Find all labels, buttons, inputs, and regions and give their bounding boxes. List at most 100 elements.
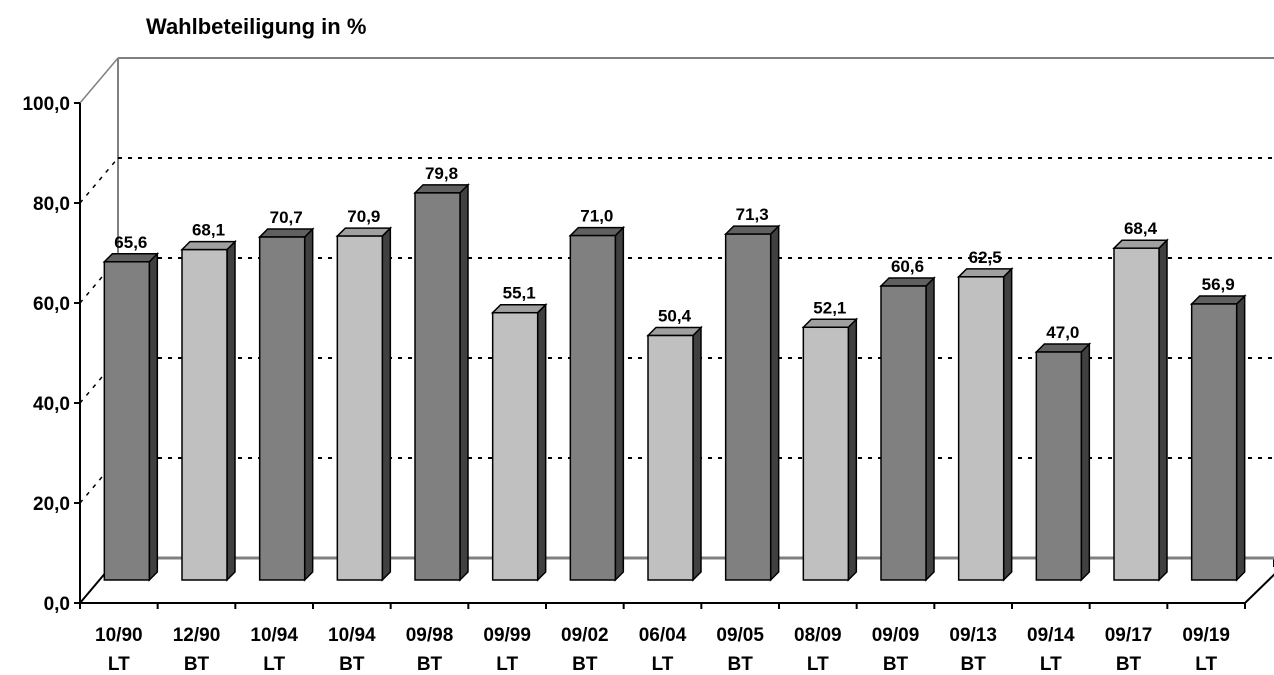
y-tick-label: 40,0 — [33, 394, 70, 415]
bar — [491, 311, 539, 581]
data-label: 68,1 — [192, 221, 225, 240]
bar — [103, 261, 151, 581]
bar-top — [257, 228, 315, 238]
x-tick-label: BT — [883, 654, 909, 675]
x-tick-label: BT — [572, 654, 598, 675]
bar-side — [1002, 267, 1013, 582]
x-tick-label: LT — [263, 654, 285, 675]
x-tick-label: LT — [108, 654, 130, 675]
bar — [181, 248, 228, 581]
data-label: 71,0 — [580, 207, 613, 226]
x-tick-label: 10/90 — [95, 625, 143, 646]
x-tick-label: BT — [1116, 654, 1142, 675]
x-tick-label: LT — [807, 654, 829, 675]
bar — [414, 192, 461, 581]
bar — [336, 235, 384, 581]
data-label: 52,1 — [813, 298, 846, 317]
y-tick-label: 20,0 — [33, 494, 70, 515]
x-tick-label: 09/14 — [1027, 625, 1075, 646]
data-label: 70,9 — [347, 207, 380, 226]
x-tick-label: 10/94 — [328, 625, 376, 646]
y-tick-label: 60,0 — [33, 294, 70, 315]
bar-side — [847, 317, 858, 582]
bar — [957, 276, 1005, 581]
data-label: 68,4 — [1124, 219, 1158, 238]
bar — [1035, 351, 1083, 581]
gridline-diagonal — [79, 157, 119, 204]
bar — [1113, 247, 1160, 581]
bar-top — [723, 225, 781, 235]
bar-top — [490, 303, 548, 314]
bar — [569, 234, 617, 581]
bar-side — [536, 302, 547, 582]
x-tick-label: 09/13 — [949, 625, 997, 646]
bar-side — [1080, 342, 1091, 582]
chart-title: Wahlbeteiligung in % — [146, 14, 367, 39]
bar-top — [335, 227, 393, 237]
bar-top — [568, 226, 626, 237]
x-tick-label: 09/09 — [872, 625, 920, 646]
bar-side — [1235, 294, 1246, 582]
bar-top — [801, 318, 859, 329]
x-tick-label: 10/94 — [250, 625, 298, 646]
bar — [647, 334, 694, 581]
y-tick-label: 0,0 — [44, 594, 70, 615]
bar — [258, 236, 306, 581]
data-label: 71,3 — [736, 205, 769, 224]
bar-side — [769, 224, 780, 582]
x-tick-label: BT — [339, 654, 365, 675]
bar-top — [956, 268, 1014, 278]
x-tick-label: BT — [728, 654, 754, 675]
x-tick-label: 09/98 — [406, 625, 454, 646]
bar-top — [413, 184, 470, 194]
y-tick-label: 100,0 — [22, 94, 70, 115]
x-tick-label: BT — [417, 654, 443, 675]
bar — [880, 285, 927, 581]
data-label: 70,7 — [270, 208, 303, 227]
x-tick-label: 08/09 — [794, 625, 842, 646]
x-tick-label: 12/90 — [173, 625, 221, 646]
bar-side — [614, 225, 625, 582]
data-label: 56,9 — [1202, 275, 1235, 294]
x-tick-label: LT — [496, 654, 518, 675]
y-tick-label: 80,0 — [33, 194, 70, 215]
bar-top — [1034, 343, 1092, 353]
bar-top — [879, 277, 936, 287]
data-label: 65,6 — [114, 233, 147, 252]
bar — [724, 233, 772, 581]
x-tick-label: LT — [652, 654, 674, 675]
x-tick-label: 09/19 — [1182, 625, 1230, 646]
data-label: 62,5 — [969, 248, 1002, 267]
bar-top — [102, 253, 160, 263]
x-tick-label: 09/99 — [483, 625, 531, 646]
bar-side — [148, 251, 159, 582]
bar-side — [226, 239, 236, 582]
data-label: 47,0 — [1046, 323, 1079, 342]
left-wall-top-diagonal — [79, 57, 119, 104]
bar-top — [180, 240, 237, 251]
x-tick-label: 06/04 — [639, 625, 687, 646]
bar-side — [381, 226, 392, 582]
x-tick-label: BT — [184, 654, 210, 675]
x-tick-label: 09/02 — [561, 625, 609, 646]
x-tick-label: BT — [961, 654, 987, 675]
bar-top — [1189, 295, 1247, 305]
bar-side — [925, 276, 935, 582]
x-tick-label: LT — [1195, 654, 1217, 675]
x-tick-label: 09/05 — [716, 625, 764, 646]
x-tick-label: LT — [1040, 654, 1062, 675]
x-tick-label: 09/17 — [1105, 625, 1153, 646]
bar-top — [646, 326, 703, 337]
bar-top — [1112, 239, 1169, 249]
data-label: 50,4 — [658, 307, 692, 326]
bar-side — [303, 227, 314, 582]
data-label: 79,8 — [425, 164, 458, 183]
bar-side — [692, 325, 702, 582]
bar — [1190, 303, 1238, 581]
bar-side — [459, 183, 469, 582]
bar-side — [1158, 238, 1168, 582]
data-label: 55,1 — [503, 284, 536, 303]
bar — [802, 326, 850, 581]
data-label: 60,6 — [891, 257, 924, 276]
